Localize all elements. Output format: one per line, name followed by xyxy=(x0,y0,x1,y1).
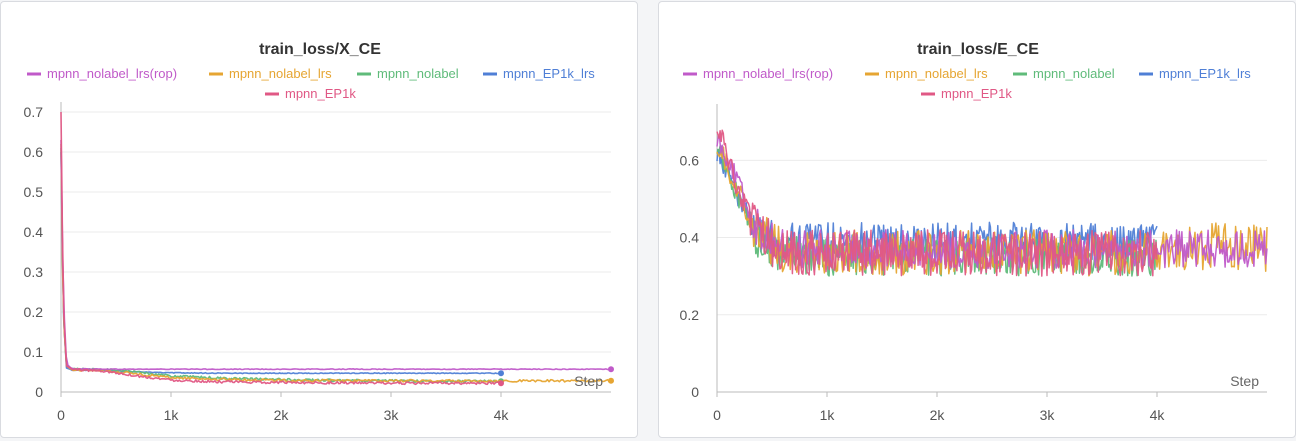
series-line-mpnn-ep1k[interactable] xyxy=(716,129,1158,277)
legend-label-mpnn-nolabel-lrs-rop[interactable]: mpnn_nolabel_lrs(rop) xyxy=(703,66,833,81)
chart-title: train_loss/E_CE xyxy=(917,41,1039,58)
x-tick-label: 4k xyxy=(1150,407,1166,423)
y-tick-label: 0.4 xyxy=(680,230,700,246)
series-endpoint-mpnn-nolabel-lrs xyxy=(608,377,614,384)
x-tick-label: 1k xyxy=(820,407,836,423)
y-tick-label: 0.5 xyxy=(24,184,44,200)
y-tick-label: 0.6 xyxy=(24,144,44,160)
x-axis-label: Step xyxy=(1230,373,1259,389)
series-line-mpnn-nolabel-lrs-rop[interactable] xyxy=(716,135,1268,270)
series-line-mpnn-ep1k[interactable] xyxy=(60,111,502,386)
y-tick-label: 0.6 xyxy=(680,152,700,168)
legend-label-mpnn-ep1k[interactable]: mpnn_EP1k xyxy=(941,86,1012,101)
legend-label-mpnn-nolabel-lrs[interactable]: mpnn_nolabel_lrs xyxy=(885,66,988,81)
x-tick-label: 2k xyxy=(930,407,946,423)
y-tick-label: 0 xyxy=(691,384,699,400)
legend-label-mpnn-nolabel[interactable]: mpnn_nolabel xyxy=(377,66,459,81)
y-tick-label: 0.2 xyxy=(680,307,700,323)
legend-label-mpnn-nolabel[interactable]: mpnn_nolabel xyxy=(1033,66,1115,81)
x-tick-label: 4k xyxy=(494,407,510,423)
y-tick-label: 0.4 xyxy=(24,224,44,240)
legend-label-mpnn-ep1k-lrs[interactable]: mpnn_EP1k_lrs xyxy=(503,66,595,81)
x-axis-label: Step xyxy=(574,373,603,389)
legend-label-mpnn-nolabel-lrs[interactable]: mpnn_nolabel_lrs xyxy=(229,66,332,81)
legend-label-mpnn-nolabel-lrs-rop[interactable]: mpnn_nolabel_lrs(rop) xyxy=(47,66,177,81)
legend-label-mpnn-ep1k[interactable]: mpnn_EP1k xyxy=(285,86,356,101)
series-line-mpnn-ep1k-lrs[interactable] xyxy=(60,151,502,375)
chart-panel-x-ce: train_loss/X_CE mpnn_nolabel_lrs(rop) mpnn… xyxy=(0,1,638,438)
series-line-mpnn-nolabel-lrs-rop[interactable] xyxy=(60,139,612,371)
x-tick-label: 3k xyxy=(384,407,400,423)
y-tick-label: 0.7 xyxy=(24,104,44,120)
legend-label-mpnn-ep1k-lrs[interactable]: mpnn_EP1k_lrs xyxy=(1159,66,1251,81)
series-line-mpnn-nolabel[interactable] xyxy=(60,147,502,384)
series-endpoint-mpnn-ep1k-lrs xyxy=(498,370,504,377)
x-tick-label: 0 xyxy=(57,407,65,423)
chart-title: train_loss/X_CE xyxy=(259,41,381,58)
x-tick-label: 0 xyxy=(713,407,721,423)
series-endpoint-mpnn-nolabel-lrs-rop xyxy=(608,366,614,373)
x-tick-label: 1k xyxy=(164,407,180,423)
x-tick-label: 3k xyxy=(1040,407,1056,423)
y-tick-label: 0.3 xyxy=(24,264,44,280)
chart-panel-e-ce: train_loss/E_CE mpnn_nolabel_lrs(rop) mpnn… xyxy=(658,1,1296,438)
x-tick-label: 2k xyxy=(274,407,290,423)
y-tick-label: 0.1 xyxy=(24,344,44,360)
y-tick-label: 0.2 xyxy=(24,304,44,320)
series-endpoint-mpnn-ep1k xyxy=(498,380,504,387)
series-line-mpnn-nolabel-lrs[interactable] xyxy=(60,143,612,383)
y-tick-label: 0 xyxy=(35,384,43,400)
